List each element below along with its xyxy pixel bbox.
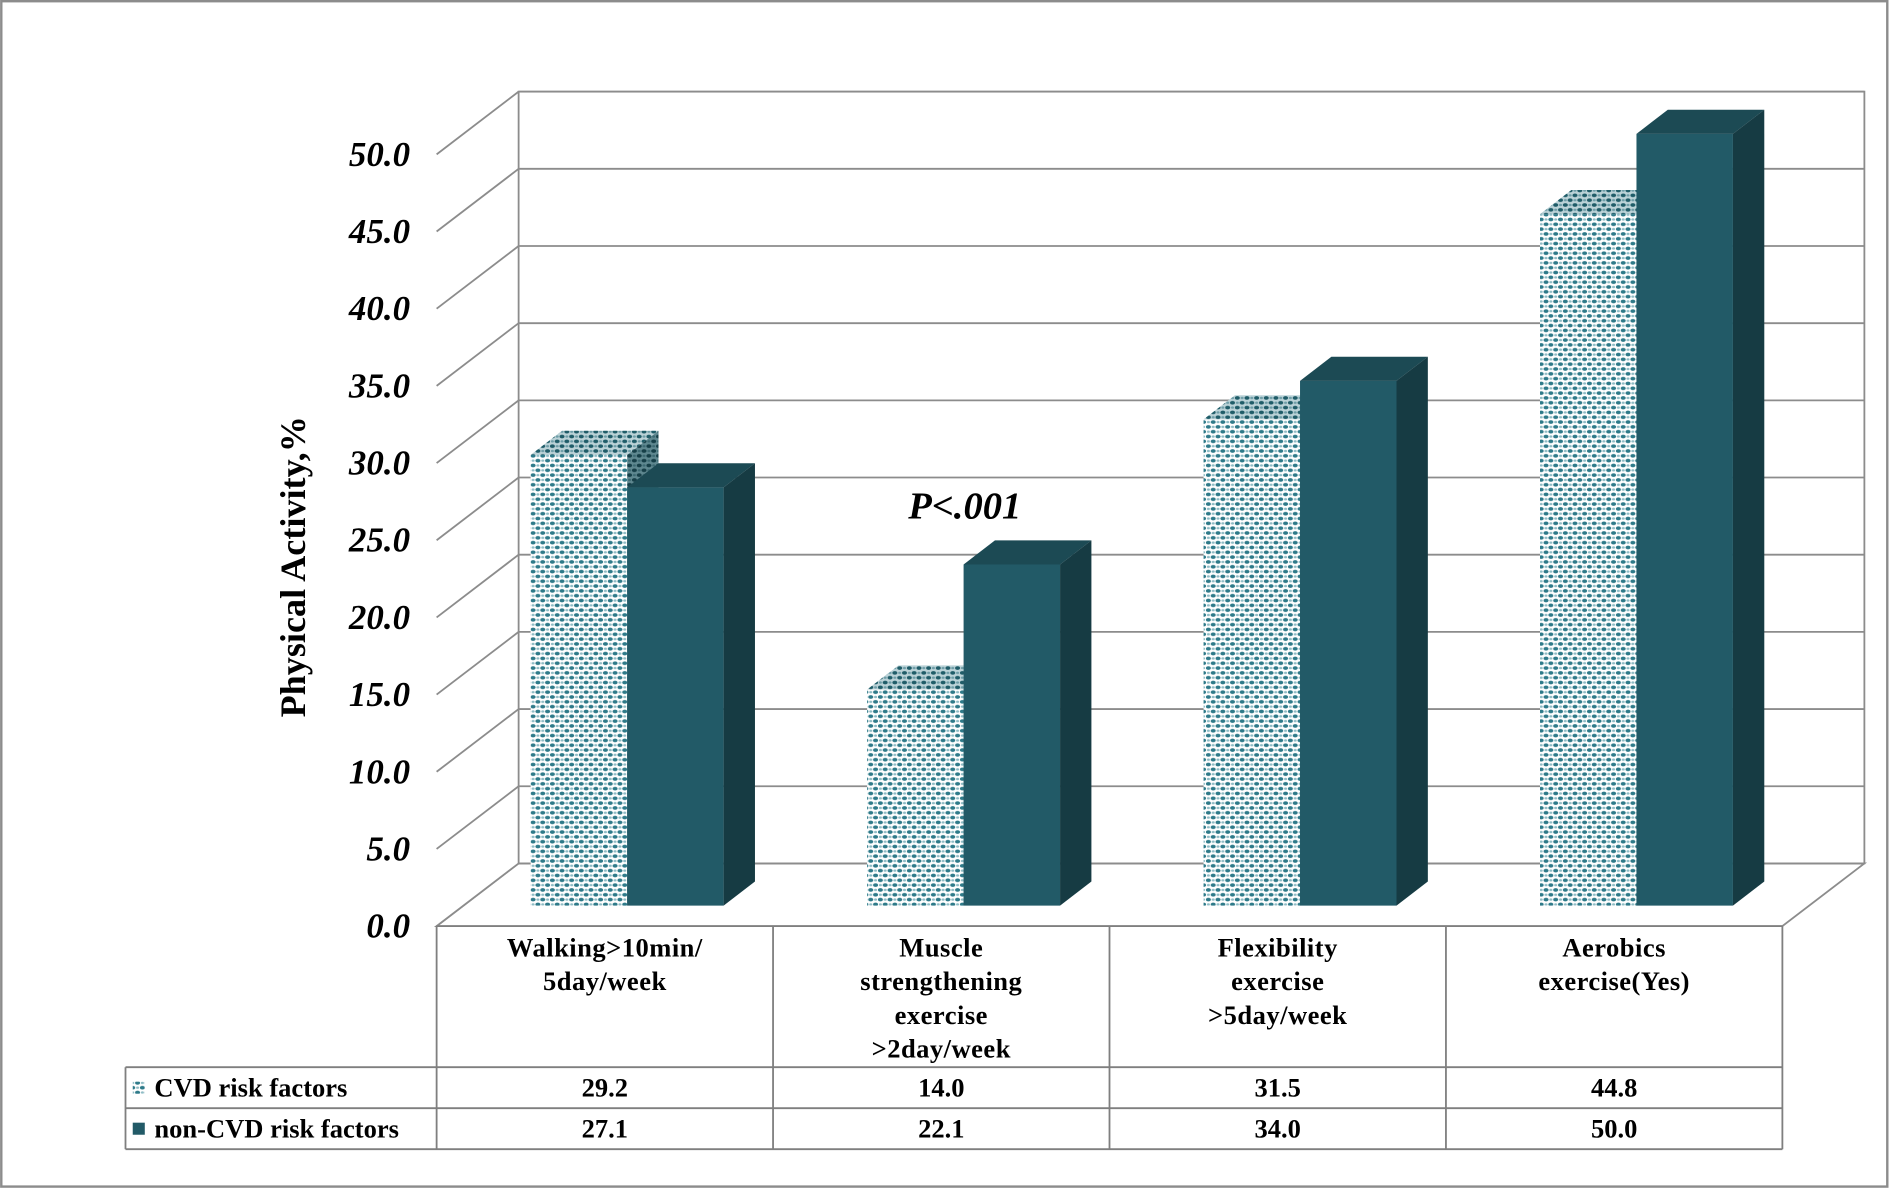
bar-side-face bbox=[1732, 109, 1765, 906]
bar-front-face bbox=[1636, 133, 1733, 906]
data-table: Walking>10min/ 5day/week Muscle strengthe… bbox=[124, 925, 1784, 1151]
category-label-box: Flexibility exercise >5day/week bbox=[1208, 932, 1348, 1030]
bar-top-face bbox=[1203, 395, 1332, 420]
table-cell: 34.0 bbox=[1255, 1114, 1301, 1144]
gridline-side bbox=[436, 168, 520, 233]
category-label: Walking>10min/ 5day/week bbox=[506, 932, 703, 997]
y-tick-label: 35.0 bbox=[348, 366, 410, 405]
gridline-side bbox=[436, 785, 520, 850]
bar-non-cvd-risk-factors-3 bbox=[1300, 356, 1428, 906]
bar-top-face bbox=[1300, 356, 1428, 381]
bar-front-face bbox=[963, 564, 1061, 906]
y-tick-label: 20.0 bbox=[348, 598, 410, 637]
gridline-side bbox=[436, 399, 520, 464]
category-label: Flexibility exercise >5day/week bbox=[1208, 932, 1348, 1030]
gridline-side bbox=[436, 245, 520, 310]
bar-front-face bbox=[867, 689, 964, 906]
table-cell: 50.0 bbox=[1591, 1114, 1637, 1144]
bar-top-face bbox=[627, 463, 755, 488]
y-tick-label: 30.0 bbox=[348, 444, 410, 483]
bars bbox=[530, 109, 1765, 906]
y-tick-label: 45.0 bbox=[348, 212, 410, 251]
y-tick-label: 50.0 bbox=[349, 135, 410, 174]
table-cell: 14.0 bbox=[918, 1073, 964, 1103]
y-tick-label: 10.0 bbox=[349, 752, 410, 791]
gridline-side bbox=[436, 631, 520, 696]
bar-front-face bbox=[1540, 214, 1637, 906]
table-cell: 27.1 bbox=[582, 1114, 628, 1144]
bar-side-face bbox=[1060, 540, 1092, 906]
table-cell: 44.8 bbox=[1591, 1073, 1637, 1103]
legend-key-non-cvd-risk-factors bbox=[132, 1122, 145, 1135]
bar-side-face bbox=[723, 463, 755, 906]
bar-front-face bbox=[1203, 419, 1301, 906]
bar-top-face bbox=[1540, 189, 1668, 215]
category-label-box: Aerobics exercise(Yes) bbox=[1538, 932, 1690, 997]
gridline-side bbox=[436, 476, 520, 541]
p-value-annotation: P<.001 bbox=[907, 485, 1021, 527]
bar-top-face bbox=[867, 665, 995, 690]
category-label: Aerobics exercise(Yes) bbox=[1538, 932, 1690, 997]
y-axis-ticks: 0.0 5.0 10.0 15.0 20.0 25.0 30.0 35.0 40.0 45.0 50… bbox=[348, 135, 410, 946]
y-tick-label: 0.0 bbox=[366, 907, 410, 946]
gridline-side bbox=[436, 90, 520, 156]
bar-top-face bbox=[963, 540, 1092, 565]
category-label-box: Muscle strengthening exercise >2day/week bbox=[860, 932, 1023, 1064]
row-label-cvd-risk-factors: CVD risk factors bbox=[154, 1073, 347, 1103]
y-tick-label: 15.0 bbox=[349, 675, 410, 714]
y-tick-label: 5.0 bbox=[366, 829, 410, 868]
bar-side-face bbox=[1396, 356, 1428, 906]
y-tick-label: 40.0 bbox=[348, 289, 410, 328]
bar-cvd-risk-factors-2 bbox=[867, 665, 995, 906]
table-cell: 31.5 bbox=[1255, 1073, 1301, 1103]
bar-non-cvd-risk-factors-2 bbox=[963, 540, 1092, 906]
row-label-non-cvd-risk-factors: non-CVD risk factors bbox=[154, 1114, 399, 1144]
category-label: Muscle strengthening exercise >2day/week bbox=[860, 932, 1023, 1064]
y-tick-label: 25.0 bbox=[348, 521, 410, 560]
bar-front-face bbox=[1300, 380, 1397, 906]
table-cell: 29.2 bbox=[582, 1073, 628, 1103]
bar-front-face bbox=[530, 454, 628, 906]
gridline-side bbox=[436, 322, 520, 387]
bar-front-face bbox=[627, 487, 724, 906]
bar-non-cvd-risk-factors-1 bbox=[627, 463, 755, 906]
bar-top-face bbox=[530, 430, 659, 455]
table-cell: 22.1 bbox=[918, 1114, 964, 1144]
bar-top-face bbox=[1636, 109, 1765, 134]
category-label-box: Walking>10min/ 5day/week bbox=[506, 932, 703, 997]
y-axis-title: Physical Activity,% bbox=[273, 416, 313, 717]
gridline-side bbox=[436, 553, 520, 619]
legend-key-cvd-risk-factors bbox=[132, 1081, 145, 1094]
bar-non-cvd-risk-factors-4 bbox=[1636, 109, 1765, 906]
gridline-side bbox=[436, 862, 520, 927]
gridline-side bbox=[436, 708, 520, 773]
